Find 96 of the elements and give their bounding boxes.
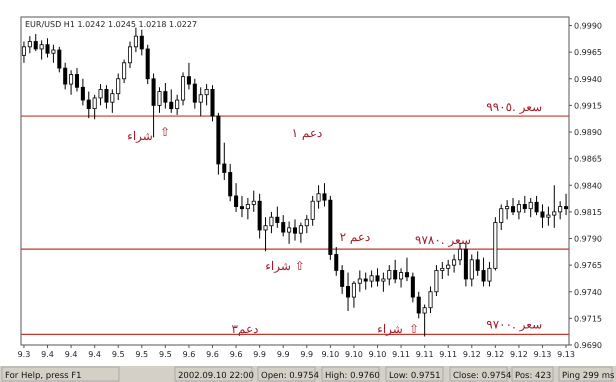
annotation: ⇧ xyxy=(160,125,170,139)
annotation: شراء xyxy=(377,322,403,336)
x-tick-label: 9.11 xyxy=(392,350,410,359)
x-tick-label: 9.11 xyxy=(416,350,434,359)
y-tick-label: 0.9840 xyxy=(574,181,602,190)
y-tick-label: 0.9690 xyxy=(574,341,602,350)
chart-title: EUR/USD H1 1.0242 1.0245 1.0218 1.0227 xyxy=(25,20,198,29)
candlestick xyxy=(264,216,268,252)
candlestick xyxy=(352,280,356,308)
x-tick-label: 9.9 xyxy=(300,350,314,359)
candlestick xyxy=(482,257,486,287)
candlestick xyxy=(128,40,132,69)
x-tick-label: 9.4 xyxy=(88,350,102,359)
candlestick xyxy=(346,272,350,312)
text: Open: 0.9754 xyxy=(261,371,320,381)
candlestick xyxy=(74,68,79,92)
text: Close: 0.9754 xyxy=(453,371,512,381)
y-tick-label: 0.9890 xyxy=(574,128,602,138)
x-tick-label: 9.3 xyxy=(18,350,30,359)
x-tick-label: 9.13 xyxy=(557,350,575,359)
candlestick xyxy=(98,84,103,106)
x-tick-label: 9.12 xyxy=(510,350,528,359)
x-tick-label: 9.4 xyxy=(41,350,54,359)
text: Low: 0.9751 xyxy=(389,371,441,381)
candlestick xyxy=(381,272,386,292)
annotation: ⇧ xyxy=(408,322,420,336)
annotation: دعم٣ xyxy=(232,322,258,336)
candlestick xyxy=(375,268,380,287)
candlestick xyxy=(186,62,191,90)
candlestick xyxy=(511,198,516,216)
y-tick-label: 0.9790 xyxy=(574,234,602,244)
candlestick xyxy=(428,286,433,314)
candlestick xyxy=(516,200,521,220)
x-tick-label: 9.12 xyxy=(486,350,504,359)
x-tick-label: 9.6 xyxy=(182,350,196,359)
x-tick-label: 9.10 xyxy=(368,350,386,359)
ref-line-label: سعر .٩٧٨٠ xyxy=(415,233,471,248)
candlestick xyxy=(51,44,56,64)
candlestick xyxy=(122,59,126,84)
candlestick xyxy=(45,38,50,58)
y-tick-label: 0.9865 xyxy=(574,154,602,164)
candlestick xyxy=(269,211,274,234)
candlestick xyxy=(534,195,539,216)
y-tick-label: 0.9815 xyxy=(574,208,602,217)
text: Pos: 423 xyxy=(515,371,552,381)
x-tick-label: 9.9 xyxy=(253,350,266,359)
candlestick xyxy=(134,27,138,53)
annotation: دعم ٢ xyxy=(340,230,370,244)
candlestick xyxy=(234,182,238,212)
candlestick xyxy=(292,218,298,242)
x-tick-label: 9.11 xyxy=(439,350,458,359)
annotation: ⇧ شراء xyxy=(265,259,305,273)
candlestick xyxy=(240,195,244,218)
x-tick-label: 9.6 xyxy=(230,350,242,359)
candlestick xyxy=(487,261,492,287)
candlestick xyxy=(157,86,162,114)
x-tick-label: 9.5 xyxy=(135,350,148,359)
annotation: دعم ١ xyxy=(292,126,322,140)
text: High: 0.9760 xyxy=(325,371,380,381)
candlestick xyxy=(370,270,374,288)
x-tick-label: 9.13 xyxy=(534,350,552,359)
candlestick xyxy=(181,72,186,106)
candlestick xyxy=(316,184,321,210)
x-tick-label: 9.12 xyxy=(462,350,481,359)
text: Ping 299 ms xyxy=(562,371,615,381)
candlestick xyxy=(452,254,456,274)
x-tick-label: 9.4 xyxy=(64,350,78,359)
x-tick-label: 9.6 xyxy=(206,350,219,359)
y-tick-label: 0.9715 xyxy=(574,314,602,324)
candlestick xyxy=(287,220,292,244)
candlestick xyxy=(434,264,438,297)
y-tick-label: 0.9740 xyxy=(574,288,602,297)
x-tick-label: 9.5 xyxy=(112,350,125,359)
candlestick xyxy=(204,84,209,106)
x-tick-label: 9.10 xyxy=(321,350,340,359)
candlestick xyxy=(322,182,326,208)
candlestick xyxy=(104,84,108,110)
candlestick xyxy=(540,204,545,228)
y-tick-label: 0.9940 xyxy=(574,74,602,84)
y-tick-label: 0.9965 xyxy=(574,48,602,58)
ref-line-label: سعر .٩٩٠٥ xyxy=(486,100,542,114)
x-tick-label: 9.5 xyxy=(159,350,172,359)
x-tick-label: 9.10 xyxy=(345,350,363,359)
y-tick-label: 0.9915 xyxy=(574,101,602,110)
candlestick xyxy=(399,268,404,288)
candlestick xyxy=(69,70,74,96)
ref-line-label: سعر .٩٧٠٠ xyxy=(486,317,542,332)
y-tick-label: 0.9990 xyxy=(574,22,602,31)
candlestick xyxy=(22,40,26,64)
x-tick-label: 9.9 xyxy=(276,350,290,359)
candlestick xyxy=(298,222,303,244)
annotation: شراء xyxy=(127,129,153,143)
text: For Help, press F1 xyxy=(5,371,82,381)
candlestick xyxy=(404,257,409,282)
text: 2002.09.10 22:00 xyxy=(178,371,254,381)
y-tick-label: 0.9765 xyxy=(574,261,602,270)
